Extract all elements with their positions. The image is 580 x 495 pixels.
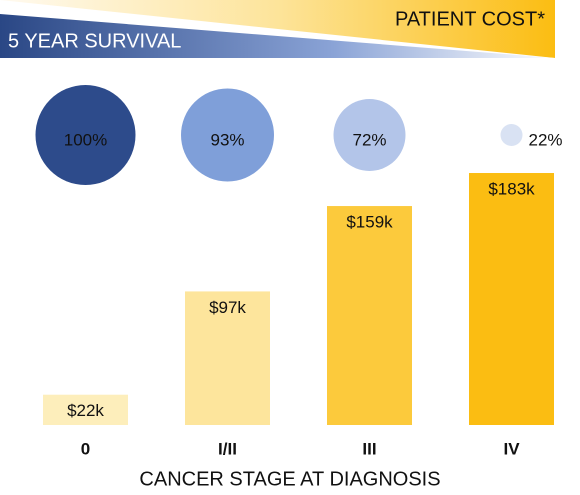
bar-label: $22k [67,401,104,420]
survival-label: 93% [210,130,244,149]
x-tick-label: 0 [81,439,90,458]
cost-banner [0,0,555,58]
survival-bubble [333,99,406,171]
bar-label: $97k [209,298,246,317]
x-axis-label: CANCER STAGE AT DIAGNOSIS [139,468,440,490]
survival-bubble [35,85,136,185]
survival-banner [0,14,555,58]
bar [185,291,270,425]
cost-header: PATIENT COST* [395,8,545,30]
x-tick-label: III [362,439,376,458]
bar [327,206,412,425]
survival-bubble [181,88,274,182]
bar-label: $159k [346,213,393,232]
survival-bubble [500,124,523,146]
survival-label: 100% [64,130,107,149]
survival-header: 5 YEAR SURVIVAL [8,30,181,52]
bar-label: $183k [488,179,535,198]
survival-label: 22% [529,130,563,149]
survival-label: 72% [352,130,386,149]
bar [469,173,554,425]
x-tick-label: I/II [218,439,237,458]
x-tick-label: IV [503,439,520,458]
bar [43,394,128,425]
